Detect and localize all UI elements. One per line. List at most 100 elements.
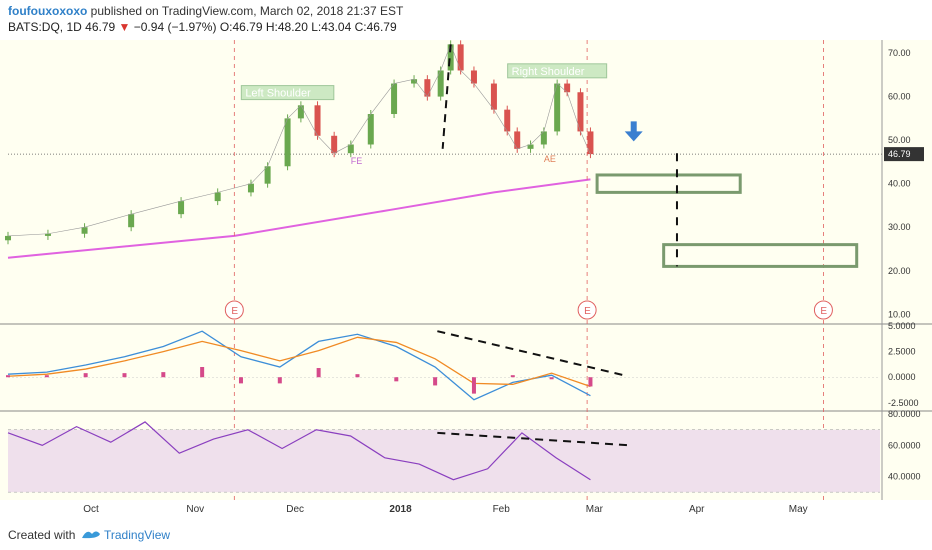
candle-body — [540, 131, 547, 145]
earnings-marker-icon — [224, 300, 244, 320]
candle-body — [504, 109, 511, 132]
earnings-marker-icon — [813, 300, 833, 320]
price-close-line — [7, 43, 591, 237]
chart-area[interactable]: 70.00 60.00 50.00 40.00 30.00 20.00 10.00 46.79… — [0, 40, 932, 522]
tradingview-logo-icon — [82, 531, 100, 539]
macd-histogram-bar — [316, 368, 321, 378]
candle-body — [297, 105, 304, 119]
candle-body — [347, 144, 354, 154]
right-shoulder-label: Right Shoulder — [512, 66, 585, 78]
macd-axis-tick-label: -2.5000 — [888, 398, 919, 408]
macd-histogram-bar — [355, 374, 360, 378]
macd-histogram-bar — [549, 377, 554, 380]
macd-axis-tick-label: 5.0000 — [888, 321, 916, 331]
candle-body — [470, 70, 477, 84]
candle-body — [527, 144, 534, 149]
symbol-label: BATS:DQ, 1D — [8, 20, 82, 34]
candle-body — [264, 166, 271, 184]
created-with-text: Created with — [8, 528, 76, 542]
price-change: −0.94 (−1.97%) — [133, 20, 217, 34]
earnings-marker-label: E — [820, 306, 827, 317]
tradingview-link[interactable]: TradingView — [104, 528, 171, 542]
candle-body — [247, 183, 254, 193]
fe-label: FE — [351, 156, 363, 166]
candle-body — [564, 83, 571, 93]
macd-series-signal — [7, 336, 591, 388]
chart-background — [0, 40, 932, 500]
ae-label: AE — [544, 154, 556, 164]
earnings-marker-label: E — [231, 306, 238, 317]
macd-histogram-bar — [394, 377, 399, 382]
price-axis-tick-label: 50.00 — [888, 135, 911, 145]
x-axis-tick-label: Nov — [186, 504, 204, 515]
rsi-band — [8, 429, 880, 493]
x-axis-tick-label: 2018 — [389, 504, 412, 515]
candle-body — [447, 44, 454, 71]
target-zone-box — [595, 173, 742, 194]
candle-body — [514, 131, 521, 149]
macd-series-macd — [7, 330, 591, 401]
last-price-badge — [884, 147, 924, 162]
macd-histogram-bar — [122, 373, 127, 378]
rsi-divergence-line — [437, 431, 631, 447]
macd-histogram-bar — [433, 377, 438, 386]
candle-body — [214, 192, 221, 202]
price-axis-tick-label: 20.00 — [888, 266, 911, 276]
published-text: published on TradingView.com, March 02, … — [90, 4, 404, 18]
candle-body — [44, 233, 51, 236]
candle-body — [331, 135, 338, 154]
target-zone-box — [662, 243, 859, 268]
last-price-label: 46.79 — [888, 149, 911, 159]
price-axis-tick-label: 70.00 — [888, 48, 911, 58]
macd-histogram-bar — [83, 373, 88, 378]
macd-histogram-bar — [238, 377, 243, 384]
macd-histogram-bar — [200, 367, 205, 378]
left-shoulder-label: Left Shoulder — [245, 88, 311, 100]
last-price: 46.79 — [85, 20, 116, 34]
x-axis-tick-label: Dec — [286, 504, 304, 515]
ohlc-values: O:46.79 H:48.20 L:43.04 C:46.79 — [219, 20, 397, 34]
price-axis-tick-label: 60.00 — [888, 92, 911, 102]
candle-body — [81, 227, 88, 234]
earnings-marker-icon — [577, 300, 597, 320]
x-axis-tick-label: Apr — [689, 504, 705, 515]
candle-body — [5, 235, 11, 241]
price-axis-tick-label: 10.00 — [888, 309, 911, 319]
candle-body — [411, 79, 418, 84]
x-axis-tick-label: Mar — [586, 504, 604, 515]
candle-body — [424, 79, 431, 97]
left-shoulder-label-bg — [240, 85, 335, 101]
x-axis-tick-label: Feb — [493, 504, 511, 515]
candle-body — [577, 92, 584, 132]
publish-line: foufouxoxoxo published on TradingView.co… — [8, 4, 403, 18]
rsi-axis-tick-label: 80.0000 — [888, 409, 921, 419]
candle-body — [457, 44, 464, 71]
rsi-axis-tick-label: 60.0000 — [888, 440, 921, 450]
x-axis-tick-label: Oct — [83, 504, 99, 515]
candle-body — [587, 131, 594, 155]
down-arrow-icon — [624, 121, 643, 142]
symbol-line: BATS:DQ, 1D 46.79 ▼ −0.94 (−1.97%) O:46.… — [8, 20, 397, 34]
macd-divergence-line — [437, 330, 624, 377]
ema-long-line — [7, 178, 591, 259]
candle-body — [490, 83, 497, 110]
price-axis-tick-label: 40.00 — [888, 179, 911, 189]
candle-body — [554, 83, 561, 132]
earnings-marker-label: E — [584, 306, 591, 317]
macd-histogram-bar — [6, 375, 10, 378]
author-link[interactable]: foufouxoxoxo — [8, 4, 88, 18]
macd-axis-tick-label: 0.0000 — [888, 372, 916, 382]
chart-header: foufouxoxoxo published on TradingView.co… — [0, 0, 932, 40]
candle-body — [128, 214, 135, 228]
macd-histogram-bar — [588, 377, 593, 387]
candle-body — [437, 70, 444, 97]
footer: Created with TradingView — [0, 522, 932, 550]
macd-histogram-bar — [277, 377, 282, 384]
candle-body — [391, 83, 398, 115]
macd-histogram-bar — [44, 375, 49, 378]
candle-body — [314, 105, 321, 136]
price-axis-tick-label: 30.00 — [888, 222, 911, 232]
macd-histogram-bar — [471, 377, 476, 394]
right-shoulder-label-bg — [507, 63, 608, 79]
macd-axis-tick-label: 2.5000 — [888, 347, 916, 357]
